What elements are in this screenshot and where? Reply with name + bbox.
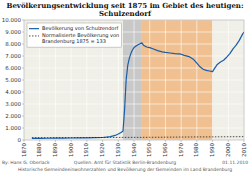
tick-x bbox=[24, 140, 25, 142]
legend-swatch bbox=[29, 28, 39, 29]
text-line: Schulzendorf bbox=[99, 9, 152, 18]
text-line: Historische Gemeindeeinwohnerzahlen und … bbox=[18, 167, 232, 172]
tick-y bbox=[22, 116, 24, 117]
legend: Bevölkerung von SchulzendorfNormalisiert… bbox=[27, 23, 121, 47]
tick-label-x: 1880 bbox=[36, 143, 42, 157]
tick-label-x: 1890 bbox=[52, 143, 58, 157]
tick-x bbox=[165, 140, 166, 142]
tick-x bbox=[244, 140, 245, 142]
tick-label-y: 1.000 bbox=[5, 125, 21, 131]
tick-label-y: 10.000 bbox=[2, 17, 22, 23]
tick-label-y: 0 bbox=[18, 137, 22, 143]
tick-x bbox=[86, 140, 87, 142]
text-line: Brandenburg 1875 = 133 bbox=[42, 38, 106, 45]
tick-y bbox=[22, 128, 24, 129]
tick-y bbox=[22, 140, 24, 141]
tick-label-x: 1910 bbox=[83, 143, 89, 157]
tick-y bbox=[22, 92, 24, 93]
tick-y bbox=[22, 32, 24, 33]
grid-line-x bbox=[181, 20, 182, 140]
tick-x bbox=[228, 140, 229, 142]
tick-x bbox=[149, 140, 150, 142]
grid-line-x bbox=[196, 20, 197, 140]
legend-swatch bbox=[29, 35, 39, 36]
author-note: By: Hans G. Oberlack bbox=[2, 160, 50, 165]
tick-y bbox=[22, 56, 24, 57]
tick-label-x: 1990 bbox=[209, 143, 215, 157]
grid-line-x bbox=[228, 20, 229, 140]
date-note: 01.11.2010 bbox=[222, 160, 248, 165]
plot-frame bbox=[24, 20, 244, 140]
tick-x bbox=[212, 140, 213, 142]
tick-x bbox=[55, 140, 56, 142]
series-line bbox=[32, 136, 244, 138]
tick-label-x: 1940 bbox=[131, 143, 137, 157]
tick-label-y: 5.000 bbox=[5, 77, 21, 83]
tick-y bbox=[22, 104, 24, 105]
tick-label-y: 8.000 bbox=[5, 41, 21, 47]
grid-line-x bbox=[212, 20, 213, 140]
tick-label-x: 1870 bbox=[21, 143, 27, 157]
tick-label-x: 1920 bbox=[99, 143, 105, 157]
tick-label-x: 2010 bbox=[241, 143, 247, 157]
tick-y bbox=[22, 20, 24, 21]
text-line: Quellen: Amt für Statistik Berlin-Brande… bbox=[74, 160, 176, 165]
plot-area bbox=[24, 20, 244, 140]
tick-x bbox=[196, 140, 197, 142]
title: Bevölkerungsentwicklung seit 1875 im Geb… bbox=[6, 1, 243, 18]
tick-label-x: 1900 bbox=[68, 143, 74, 157]
tick-label-x: 1960 bbox=[162, 143, 168, 157]
tick-label-x: 1930 bbox=[115, 143, 121, 157]
tick-x bbox=[39, 140, 40, 142]
tick-label-y: 3.000 bbox=[5, 101, 21, 107]
legend-items: Bevölkerung von SchulzendorfNormalisiert… bbox=[29, 25, 119, 45]
tick-label-y: 4.000 bbox=[5, 89, 21, 95]
tick-label-y: 6.000 bbox=[5, 65, 21, 71]
legend-label: Bevölkerung von Schulzendorf bbox=[42, 25, 118, 32]
tick-x bbox=[181, 140, 182, 142]
tick-x bbox=[102, 140, 103, 142]
legend-label: Normalisierte Bevölkerung vonBrandenburg… bbox=[42, 32, 119, 45]
tick-label-x: 1980 bbox=[193, 143, 199, 157]
grid-line-x bbox=[149, 20, 150, 140]
tick-y bbox=[22, 80, 24, 81]
grid-line-x bbox=[134, 20, 135, 140]
tick-label-x: 1950 bbox=[146, 143, 152, 157]
tick-label-y: 7.000 bbox=[5, 53, 21, 59]
tick-label-y: 9.000 bbox=[5, 29, 21, 35]
text-line: Bevölkerung von Schulzendorf bbox=[42, 25, 118, 32]
plot-background bbox=[24, 20, 244, 140]
tick-x bbox=[71, 140, 72, 142]
tick-label-x: 1970 bbox=[178, 143, 184, 157]
grid-line-x bbox=[165, 20, 166, 140]
series-line bbox=[32, 32, 244, 138]
tick-y bbox=[22, 68, 24, 69]
tick-label-y: 2.000 bbox=[5, 113, 21, 119]
legend-box bbox=[27, 23, 121, 47]
tick-x bbox=[118, 140, 119, 142]
tick-x bbox=[134, 140, 135, 142]
tick-label-x: 2000 bbox=[225, 143, 231, 157]
chart: 0 1.000 2.000 3.000 4.000 5.000 6.000 7.000 8.00… bbox=[0, 0, 250, 177]
source-note: Quellen: Amt für Statistik Berlin-Brande… bbox=[18, 160, 232, 172]
tick-y bbox=[22, 44, 24, 45]
